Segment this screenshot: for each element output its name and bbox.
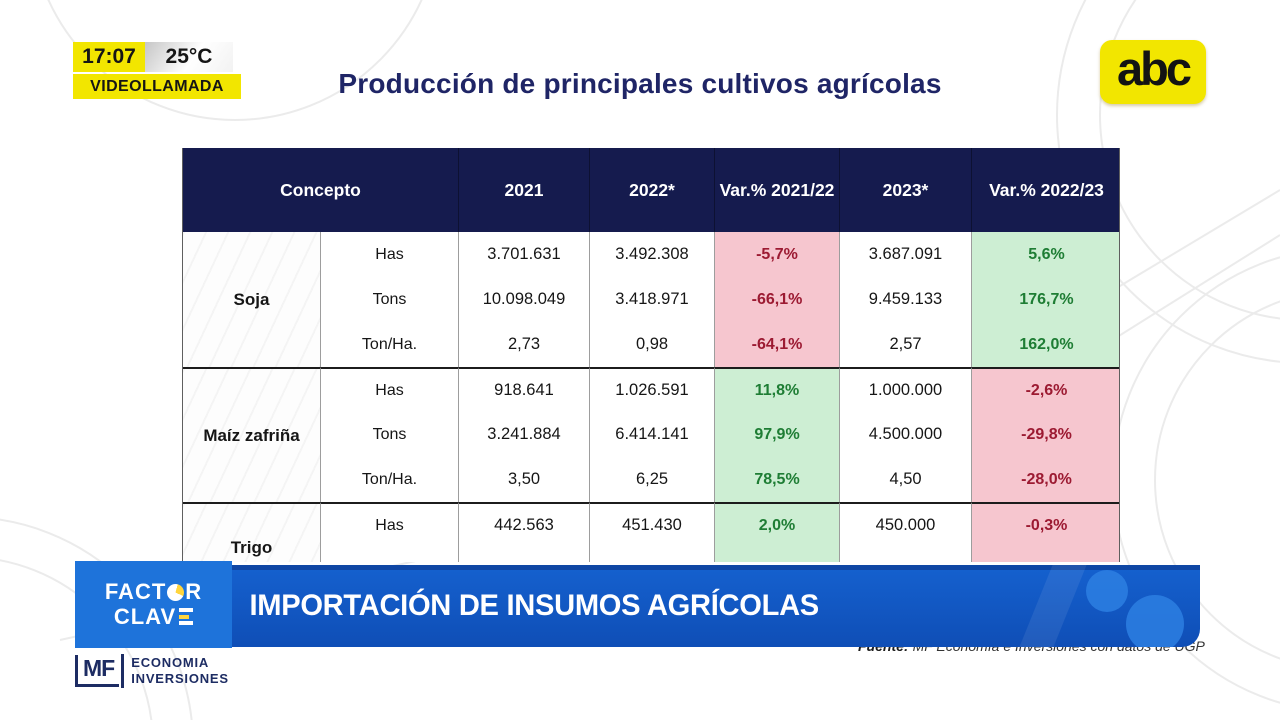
- value-2021: 10.098.049: [458, 277, 589, 322]
- brand-divider: [121, 654, 125, 688]
- value-2023: 1.000.000: [839, 367, 971, 412]
- value-2023: 3.687.091: [839, 232, 971, 277]
- brand-logo: MF ECONOMIA INVERSIONES: [75, 654, 229, 688]
- value-2023: 4,50: [839, 457, 971, 502]
- clock: 17:07: [73, 42, 145, 72]
- var-2021-22: 11,8%: [714, 367, 839, 412]
- var-2022-23: -2,6%: [971, 367, 1119, 412]
- var-2022-23: -0,3%: [971, 502, 1119, 547]
- value-2022: [589, 547, 714, 562]
- var-2021-22: 97,9%: [714, 412, 839, 457]
- program-name-line1: FACT R: [104, 578, 203, 605]
- value-2023: 4.500.000: [839, 412, 971, 457]
- var-2021-22: -64,1%: [714, 322, 839, 367]
- brand-line1: ECONOMIA: [131, 654, 210, 670]
- value-2022: 0,98: [589, 322, 714, 367]
- var-2021-22: 78,5%: [714, 457, 839, 502]
- value-2021: 3.241.884: [458, 412, 589, 457]
- brand-line2: INVERSIONES: [131, 671, 229, 686]
- table-header-row: Concepto 2021 2022* Var.% 2021/22 2023* …: [183, 148, 1119, 232]
- crop-name: Maíz zafriña: [183, 367, 320, 502]
- value-2022: 1.026.591: [589, 367, 714, 412]
- value-2021: 2,73: [458, 322, 589, 367]
- var-2021-22: [714, 547, 839, 562]
- channel-logo: abc: [1100, 40, 1206, 104]
- program-name-part: R: [185, 578, 203, 604]
- var-2021-22: 2,0%: [714, 502, 839, 547]
- stylized-e-icon: [179, 608, 194, 626]
- brand-name: ECONOMIA INVERSIONES: [131, 655, 229, 688]
- var-2022-23: 176,7%: [971, 277, 1119, 322]
- column-header-2021: 2021: [458, 148, 589, 232]
- status-bar: 17:07 25°C VIDEOLLAMADA: [73, 42, 241, 99]
- lower-third-banner: IMPORTACIÓN DE INSUMOS AGRÍCOLAS: [232, 565, 1200, 647]
- var-2022-23: -28,0%: [971, 457, 1119, 502]
- value-2022: 3.418.971: [589, 277, 714, 322]
- value-2023: 9.459.133: [839, 277, 971, 322]
- value-2022: 6,25: [589, 457, 714, 502]
- value-2021: 918.641: [458, 367, 589, 412]
- metric-cell: Tons: [320, 412, 458, 457]
- var-2022-23: 162,0%: [971, 322, 1119, 367]
- banner-slash-decor: [1015, 565, 1091, 647]
- value-2023: [839, 547, 971, 562]
- metric-cell: Tons: [320, 277, 458, 322]
- status-row: 17:07 25°C: [73, 42, 241, 72]
- banner-circle-decor: [1126, 595, 1184, 647]
- column-header-concepto: Concepto: [280, 179, 361, 200]
- program-name-line2: CLAV: [113, 603, 194, 630]
- column-header-var-2021-22: Var.% 2021/22: [714, 148, 839, 232]
- table-body: Soja Has 3.701.631 3.492.308 -5,7% 3.687.091 5…: [183, 232, 1119, 562]
- value-2023: 450.000: [839, 502, 971, 547]
- column-header-2023: 2023*: [839, 148, 971, 232]
- value-2021: 442.563: [458, 502, 589, 547]
- headline-text: IMPORTACIÓN DE INSUMOS AGRÍCOLAS: [249, 589, 819, 622]
- banner-circle-decor: [1086, 570, 1128, 612]
- program-name-part: FACT: [104, 578, 167, 604]
- metric-cell: Ton/Ha.: [320, 322, 458, 367]
- var-2022-23: 5,6%: [971, 232, 1119, 277]
- program-name-part: CLAV: [113, 603, 177, 629]
- videollamada-tag: VIDEOLLAMADA: [73, 74, 241, 99]
- brand-initials: MF: [75, 655, 120, 687]
- metric-cell: Has: [320, 232, 458, 277]
- metric-cell: Has: [320, 502, 458, 547]
- value-2021: 3.701.631: [458, 232, 589, 277]
- pie-chart-icon: [167, 583, 185, 601]
- value-2022: 6.414.141: [589, 412, 714, 457]
- crop-name: Soja: [183, 232, 320, 367]
- crop-name: Trigo: [183, 502, 320, 562]
- page-title: Producción de principales cultivos agríc…: [338, 68, 942, 99]
- var-2021-22: -5,7%: [714, 232, 839, 277]
- metric-cell: Ton/Ha.: [320, 457, 458, 502]
- value-2023: 2,57: [839, 322, 971, 367]
- var-2021-22: -66,1%: [714, 277, 839, 322]
- metric-cell: Has: [320, 367, 458, 412]
- value-2021: 3,50: [458, 457, 589, 502]
- var-2022-23: -29,8%: [971, 412, 1119, 457]
- value-2021: [458, 547, 589, 562]
- metric-cell: [320, 547, 458, 562]
- program-logo: FACT R CLAV: [75, 561, 232, 648]
- temperature: 25°C: [145, 42, 233, 72]
- production-table: Concepto 2021 2022* Var.% 2021/22 2023* …: [182, 148, 1120, 562]
- var-2022-23: [971, 547, 1119, 562]
- value-2022: 451.430: [589, 502, 714, 547]
- column-header-var-2022-23: Var.% 2022/23: [971, 148, 1119, 232]
- column-header-2022: 2022*: [589, 148, 714, 232]
- value-2022: 3.492.308: [589, 232, 714, 277]
- channel-logo-text: abc: [1117, 41, 1192, 95]
